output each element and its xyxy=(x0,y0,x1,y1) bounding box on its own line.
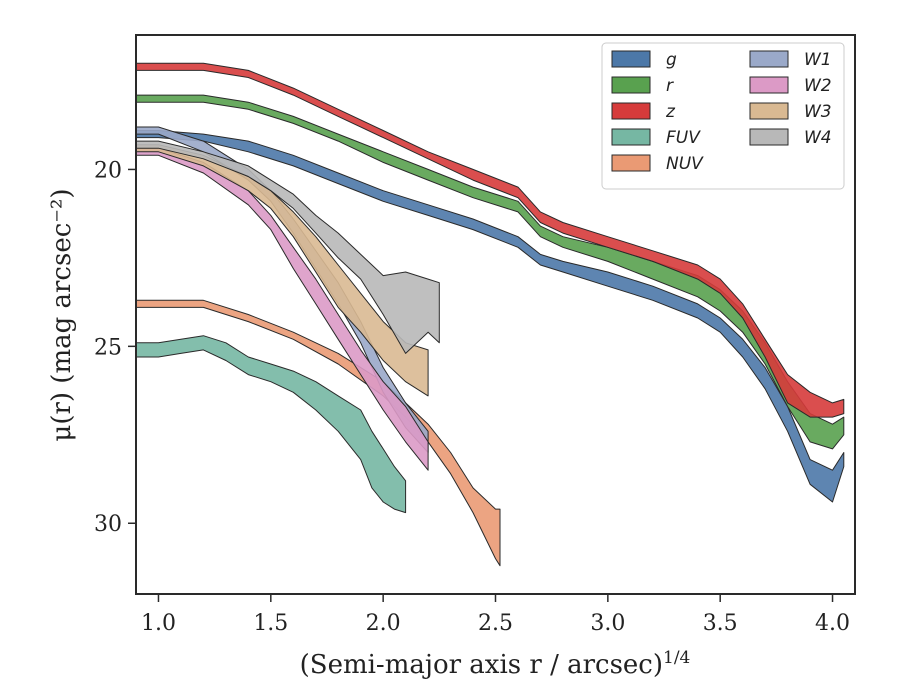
legend-label-fuv: FUV xyxy=(666,128,701,148)
legend-swatch-w2 xyxy=(749,76,789,94)
x-tick-label: 3.0 xyxy=(590,611,625,636)
band-g xyxy=(135,130,845,503)
x-tick-label: 2.0 xyxy=(366,611,401,636)
legend-label-nuv: NUV xyxy=(666,154,704,174)
legend-swatch-r xyxy=(611,76,651,94)
legend-swatch-w4 xyxy=(749,128,789,146)
profile-bands xyxy=(135,62,845,567)
legend-swatch-w1 xyxy=(749,50,789,68)
x-tick-label: 3.5 xyxy=(703,611,738,636)
y-tick-label: 30 xyxy=(94,512,122,537)
legend-label-w1: W1 xyxy=(804,50,832,70)
band-r xyxy=(135,94,845,450)
legend-label-w4: W4 xyxy=(804,128,832,148)
band-w3 xyxy=(135,144,429,397)
x-tick-label: 1.0 xyxy=(141,611,176,636)
band-w2 xyxy=(135,147,429,471)
legend-swatch-fuv xyxy=(611,128,651,146)
legend-swatch-nuv xyxy=(611,154,651,172)
legend-swatch-z xyxy=(611,102,651,120)
y-axis: 20 25 30 xyxy=(94,158,136,537)
y-tick-label: 20 xyxy=(94,158,122,183)
x-tick-label: 1.5 xyxy=(253,611,288,636)
band-z xyxy=(135,62,845,418)
legend-label-r: r xyxy=(666,76,674,96)
y-tick-label: 25 xyxy=(94,335,122,360)
legend-swatch-g xyxy=(611,50,651,68)
x-axis-label: (Semi-major axis r / arcsec)1/4 xyxy=(300,648,691,680)
y-axis-label: μ(r) (mag arcsec⁻²) xyxy=(47,188,77,441)
legend-label-z: z xyxy=(665,102,676,122)
x-tick-label: 4.0 xyxy=(815,611,850,636)
legend-label-g: g xyxy=(666,50,677,70)
legend-label-w3: W3 xyxy=(804,102,832,122)
x-tick-label: 2.5 xyxy=(478,611,513,636)
legend-label-w2: W2 xyxy=(804,76,832,96)
x-axis: 1.0 1.5 2.0 2.5 3.0 3.5 4.0 xyxy=(141,594,850,636)
legend: grz FUV NUV W1 W2 W3 W4 xyxy=(601,42,845,190)
band-fuv xyxy=(135,335,407,514)
legend-swatch-w3 xyxy=(749,102,789,120)
band-w4 xyxy=(135,140,440,354)
